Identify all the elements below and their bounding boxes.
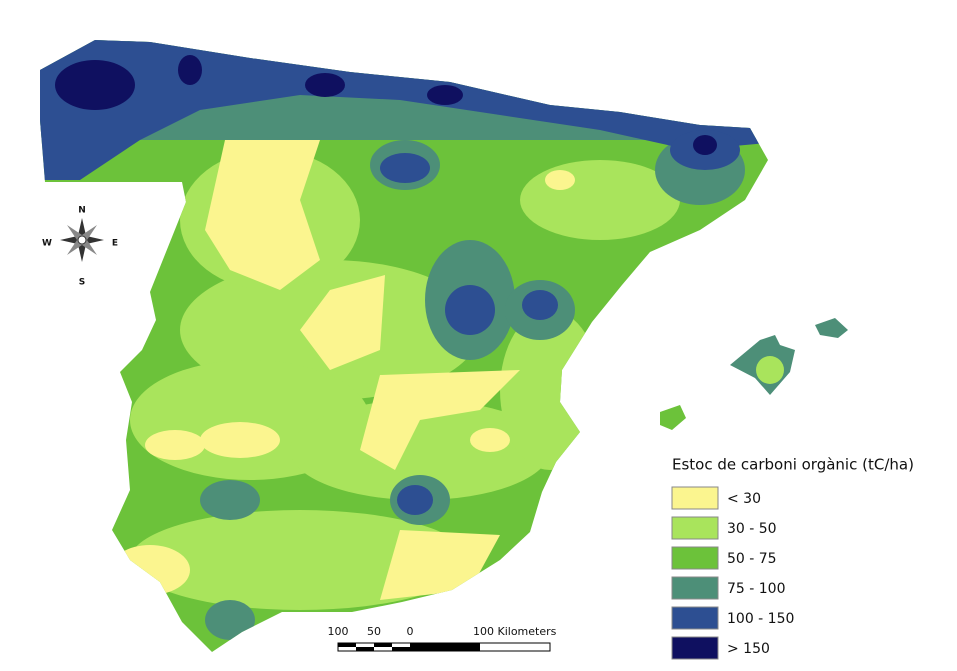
legend-swatch	[671, 636, 719, 660]
legend-title: Estoc de carboni orgànic (tC/ha)	[672, 456, 914, 474]
legend-label: 30 - 50	[727, 521, 777, 537]
compass: N S E W	[42, 206, 118, 288]
legend-swatch	[671, 546, 719, 570]
compass-w: W	[42, 239, 52, 249]
legend-label: > 150	[727, 641, 770, 657]
legend-swatch	[671, 576, 719, 600]
scale-bar: 100 50 0 100 Kilometers	[328, 625, 557, 652]
islands	[660, 318, 848, 430]
compass-n: N	[78, 206, 86, 216]
legend-swatch	[671, 486, 719, 510]
scale-label: 50	[367, 625, 381, 638]
legend-swatch	[671, 606, 719, 630]
mainland	[40, 40, 768, 652]
legend-label: 50 - 75	[727, 551, 777, 567]
scale-label: 100	[328, 625, 349, 638]
scale-label: 0	[407, 625, 414, 638]
legend-label: 75 - 100	[727, 581, 786, 597]
compass-s: S	[79, 278, 85, 288]
scale-label: 100 Kilometers	[473, 625, 557, 638]
legend-swatch	[671, 516, 719, 540]
legend-label: < 30	[727, 491, 761, 507]
compass-e: E	[112, 239, 118, 249]
legend-label: 100 - 150	[727, 611, 794, 627]
